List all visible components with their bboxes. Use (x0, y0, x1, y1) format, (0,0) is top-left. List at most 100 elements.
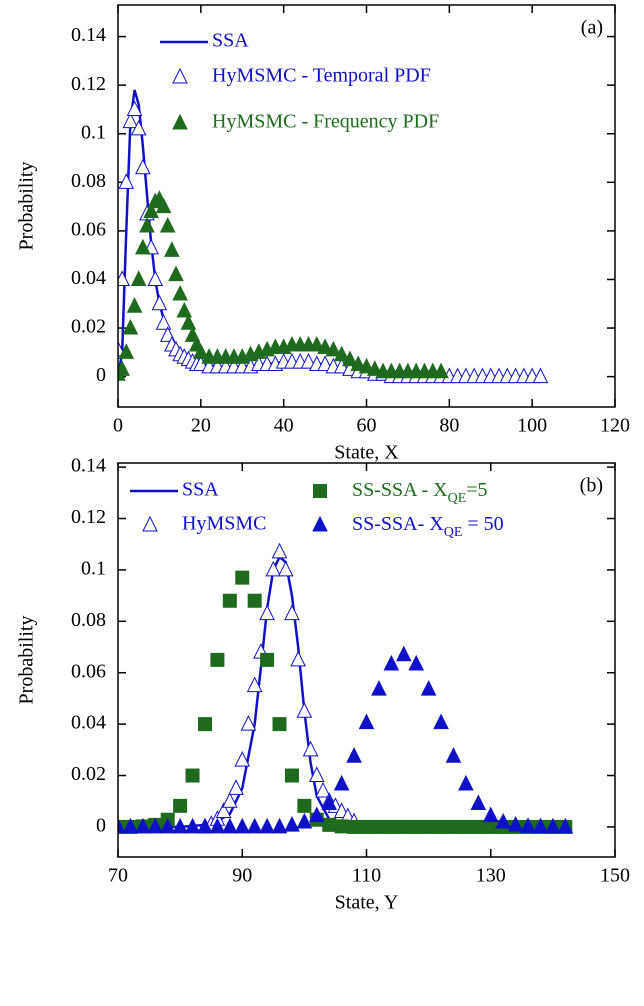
x-tick-label: 40 (274, 415, 294, 437)
marker (155, 197, 172, 214)
y-tick-label: 0.06 (71, 660, 106, 682)
marker (420, 680, 437, 696)
y-tick-label: 0.12 (71, 506, 106, 528)
y-tick-label: 0.04 (71, 712, 106, 734)
legend-label: SSA (212, 30, 249, 52)
marker (180, 314, 197, 330)
marker (240, 715, 257, 731)
marker (172, 284, 188, 301)
y-tick-label: 0 (96, 364, 106, 386)
marker (222, 817, 238, 834)
x-tick-label: 70 (108, 865, 128, 887)
marker (458, 774, 474, 791)
marker (321, 794, 338, 811)
panel: 0 0.02 0.04 0.06 0.08 0.1 0.12 0.14 0 20 40 60 80 100… (16, 4, 630, 464)
marker (433, 362, 449, 379)
legend-label-part: SS-SSA- X (352, 513, 444, 535)
legend-label-part: QE (444, 525, 463, 540)
marker (471, 819, 486, 834)
marker (209, 817, 226, 834)
marker (342, 350, 358, 367)
marker (193, 343, 209, 359)
marker (185, 768, 200, 783)
x-tick-label: 120 (600, 415, 630, 437)
marker (315, 781, 331, 798)
y-tick-label: 0.14 (71, 24, 106, 46)
x-tick-label: 130 (476, 865, 506, 887)
marker (228, 779, 244, 795)
marker (172, 113, 188, 130)
legend-label-part: SS-SSA - X (352, 479, 448, 501)
x-tick-label: 100 (517, 415, 547, 437)
marker (172, 67, 188, 84)
marker (434, 819, 449, 834)
marker (396, 819, 411, 834)
y-tick-label: 0.1 (81, 121, 106, 143)
x-tick-label: 0 (113, 415, 123, 437)
plot-area (118, 542, 574, 834)
marker (313, 484, 327, 498)
x-tick-label: 150 (600, 865, 630, 887)
marker (122, 318, 139, 335)
legend-label: SSA (182, 479, 219, 501)
marker (507, 816, 524, 832)
marker (164, 241, 180, 257)
marker (215, 802, 232, 819)
y-axis-label: Probability (16, 616, 38, 705)
y-tick-label: 0.02 (71, 316, 106, 338)
marker (246, 817, 263, 834)
marker (371, 819, 386, 834)
marker (308, 766, 325, 783)
marker (210, 652, 225, 667)
marker (557, 817, 574, 834)
marker (246, 676, 263, 693)
marker (296, 812, 313, 829)
marker (172, 817, 188, 834)
marker (446, 819, 461, 834)
marker (118, 173, 135, 189)
marker (143, 202, 159, 218)
marker (308, 335, 325, 352)
marker (247, 593, 262, 608)
marker (126, 297, 143, 313)
panel-annotation: (b) (580, 475, 603, 497)
marker (458, 819, 473, 834)
marker (155, 314, 172, 330)
marker (122, 112, 139, 129)
y-tick-label: 0.14 (71, 455, 106, 477)
y-tick-label: 0.06 (71, 218, 106, 240)
marker (197, 817, 213, 834)
y-tick-label: 0.04 (71, 267, 106, 289)
y-tick-label: 0.02 (71, 763, 106, 785)
marker (142, 515, 158, 532)
y-tick-label: 0.12 (71, 73, 106, 95)
marker (271, 542, 288, 559)
marker (135, 817, 151, 834)
panel: 0 0.02 0.04 0.06 0.08 0.1 0.12 0.14 70 90 110 130 15… (16, 455, 630, 914)
marker (308, 806, 325, 823)
marker (395, 645, 412, 662)
x-tick-label: 60 (357, 415, 377, 437)
marker (445, 747, 462, 763)
marker (159, 817, 176, 834)
legend-label: HyMSMC - Frequency PDF (212, 111, 439, 133)
marker (272, 717, 287, 732)
marker (317, 355, 333, 371)
x-axis-label: State, X (334, 442, 399, 464)
marker (168, 265, 184, 282)
y-tick-label: 0.1 (81, 558, 106, 580)
marker (259, 817, 275, 834)
legend-label: SS-SSA - XQE=5 (352, 479, 488, 506)
marker (297, 798, 312, 813)
y-axis-label: Probability (16, 162, 38, 251)
marker (118, 343, 135, 359)
marker (358, 713, 375, 730)
marker (322, 817, 337, 832)
marker (325, 340, 342, 357)
marker (184, 817, 201, 834)
x-tick-label: 80 (439, 415, 459, 437)
marker (495, 812, 511, 829)
marker (358, 357, 375, 374)
marker (532, 817, 549, 834)
legend-label-part: QE (448, 491, 467, 506)
